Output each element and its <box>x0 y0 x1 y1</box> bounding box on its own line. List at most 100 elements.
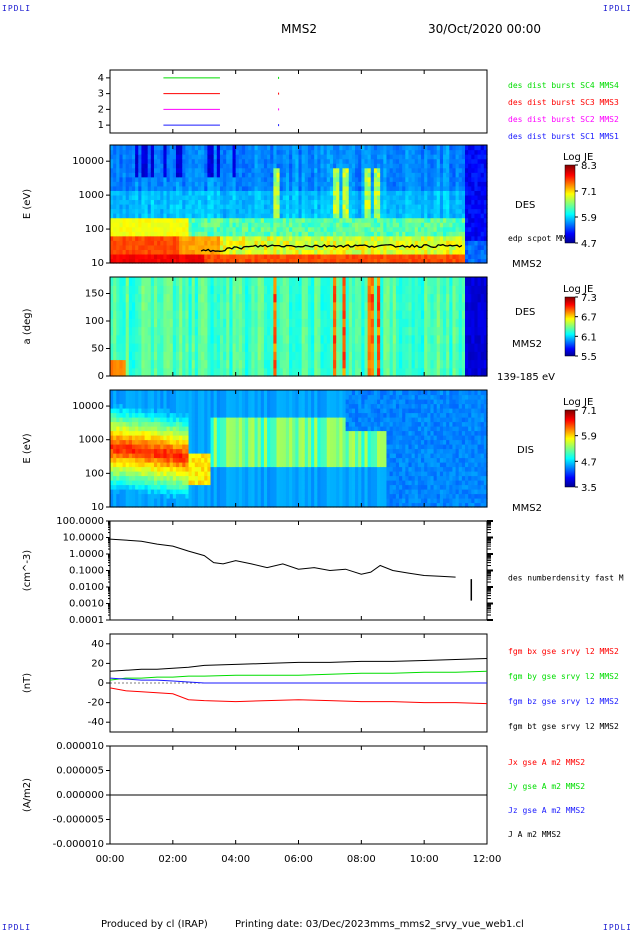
spectrogram-cell <box>125 394 130 400</box>
spectrogram-cell <box>408 351 413 361</box>
spectrogram-cell <box>361 208 366 214</box>
spectrogram-cell <box>348 163 353 169</box>
spectrogram-cell <box>364 194 369 201</box>
spectrogram-cell <box>449 190 454 196</box>
spectrogram-cell <box>336 244 340 250</box>
spectrogram-cell <box>182 145 186 151</box>
spectrogram-cell <box>282 208 287 214</box>
spectrogram-cell <box>188 343 193 352</box>
spectrogram-cell <box>345 318 350 328</box>
spectrogram-cell <box>452 149 457 155</box>
spectrogram-cell <box>292 240 296 246</box>
spectrogram-cell <box>119 466 124 472</box>
spectrogram-cell <box>421 244 425 250</box>
spectrogram-cell <box>157 208 161 214</box>
spectrogram-cell <box>402 154 406 160</box>
spectrogram-cell <box>232 293 237 303</box>
spectrogram-cell <box>314 204 318 210</box>
spectrogram-cell <box>223 145 227 151</box>
spectrogram-cell <box>122 190 127 196</box>
spectrogram-cell <box>226 185 230 191</box>
spectrogram-cell <box>248 163 252 169</box>
spectrogram-cell <box>377 253 381 260</box>
spectrogram-cell <box>395 231 400 237</box>
spectrogram-cell <box>452 163 457 169</box>
spectrogram-cell <box>150 399 155 405</box>
spectrogram-cell <box>471 285 476 295</box>
spectrogram-cell <box>166 145 171 151</box>
spectrogram-cell <box>110 399 114 405</box>
spectrogram-cell <box>122 199 127 205</box>
spectrogram-cell <box>402 244 406 250</box>
spectrogram-cell <box>377 176 381 182</box>
spectrogram-cell <box>188 226 193 232</box>
spectrogram-cell <box>345 194 350 201</box>
spectrogram-cell <box>144 430 149 436</box>
spectrogram-cell <box>160 502 165 508</box>
spectrogram-cell <box>433 226 438 232</box>
spectrogram-cell <box>119 249 124 255</box>
spectrogram-cell <box>175 194 180 201</box>
spectrogram-cell <box>131 258 136 264</box>
spectrogram-cell <box>204 351 208 361</box>
spectrogram-cell <box>270 258 274 264</box>
spectrogram-cell <box>405 334 410 344</box>
spectrogram-cell <box>267 334 271 344</box>
spectrogram-cell <box>251 326 256 336</box>
spectrogram-cell <box>260 217 265 223</box>
spectrogram-cell <box>131 390 136 396</box>
spectrogram-cell <box>219 285 224 295</box>
spectrogram-cell <box>213 190 218 196</box>
spectrogram-cell <box>279 301 284 311</box>
spectrogram-cell <box>248 231 252 237</box>
spectrogram-cell <box>399 158 403 164</box>
spectrogram-cell <box>119 394 124 400</box>
spectrogram-cell <box>197 158 202 164</box>
spectrogram-cell <box>408 190 413 196</box>
spectrogram-cell <box>436 240 441 246</box>
spectrogram-cell <box>166 222 171 228</box>
spectrogram-cell <box>307 167 312 173</box>
spectrogram-cell <box>235 199 240 205</box>
spectrogram-cell <box>144 194 149 201</box>
spectrogram-cell <box>333 285 337 295</box>
spectrogram-cell <box>172 145 177 151</box>
spectrogram-cell <box>452 217 457 223</box>
spectrogram-cell <box>163 213 168 219</box>
spectrogram-cell <box>110 244 114 250</box>
spectrogram-cell <box>276 208 281 214</box>
spectrogram-cell <box>411 213 416 219</box>
spectrogram-cell <box>182 293 186 303</box>
spectrogram-cell <box>399 176 403 182</box>
spectrogram-cell <box>267 208 271 214</box>
spectrogram-cell <box>110 172 114 178</box>
spectrogram-cell <box>157 172 161 178</box>
spectrogram-cell <box>336 258 340 264</box>
spectrogram-cell <box>153 326 158 336</box>
spectrogram-cell <box>116 158 121 164</box>
spectrogram-cell <box>273 181 278 187</box>
spectrogram-cell <box>392 199 397 205</box>
spectrogram-cell <box>235 172 240 178</box>
spectrogram-cell <box>270 172 274 178</box>
spectrogram-cell <box>135 258 139 264</box>
spectrogram-cell <box>395 190 400 196</box>
spectrogram-cell <box>408 167 413 173</box>
spectrogram-cell <box>254 351 259 361</box>
spectrogram-cell <box>135 489 139 495</box>
spectrogram-cell <box>110 435 114 441</box>
spectrogram-cell <box>471 172 476 178</box>
spectrogram-cell <box>157 222 161 228</box>
spectrogram-cell <box>113 417 117 423</box>
spectrogram-cell <box>348 204 353 210</box>
spectrogram-cell <box>138 172 143 178</box>
spectrogram-cell <box>248 194 252 201</box>
spectrogram-cell <box>436 199 441 205</box>
spectrogram-cell <box>405 277 410 286</box>
spectrogram-cell <box>301 249 306 255</box>
spectrogram-cell <box>260 190 265 196</box>
spectrogram-cell <box>373 249 378 255</box>
spectrogram-cell <box>333 190 337 196</box>
spectrogram-cell <box>163 343 168 352</box>
spectrogram-cell <box>144 334 149 344</box>
